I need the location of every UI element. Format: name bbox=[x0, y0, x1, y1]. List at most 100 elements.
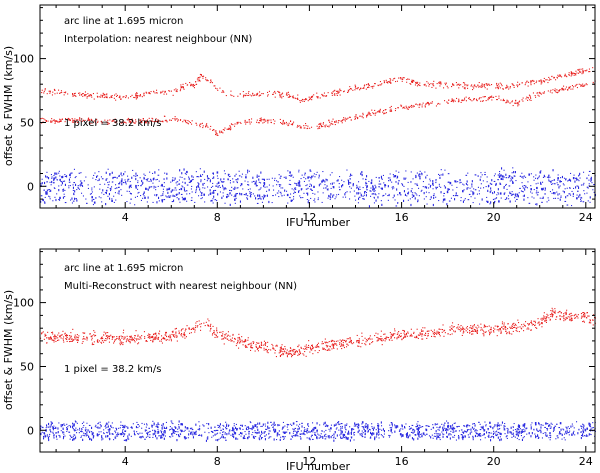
data-point bbox=[326, 125, 328, 127]
data-point bbox=[329, 198, 331, 200]
data-point bbox=[75, 336, 77, 338]
data-point bbox=[357, 430, 359, 434]
data-point bbox=[132, 169, 134, 171]
data-point bbox=[479, 85, 481, 87]
data-point bbox=[541, 197, 543, 199]
data-point bbox=[46, 191, 48, 193]
data-point bbox=[214, 430, 216, 432]
data-point bbox=[538, 321, 540, 323]
data-point bbox=[150, 91, 152, 93]
data-point bbox=[589, 320, 591, 322]
data-point bbox=[263, 340, 265, 342]
data-point bbox=[258, 175, 260, 177]
data-point bbox=[489, 203, 491, 205]
data-point bbox=[478, 82, 480, 84]
data-point bbox=[477, 84, 479, 86]
data-point bbox=[357, 340, 359, 342]
data-point bbox=[586, 317, 588, 319]
data-point bbox=[183, 88, 185, 90]
data-point bbox=[508, 185, 511, 187]
data-point bbox=[358, 338, 360, 340]
data-point bbox=[477, 324, 479, 326]
data-point bbox=[423, 434, 425, 436]
data-point bbox=[158, 121, 160, 123]
data-point bbox=[425, 196, 427, 198]
data-point bbox=[329, 174, 331, 176]
data-point bbox=[225, 188, 227, 190]
data-point bbox=[260, 117, 262, 119]
data-point bbox=[511, 327, 513, 329]
data-point bbox=[446, 203, 448, 206]
data-point bbox=[415, 193, 417, 195]
data-point bbox=[517, 81, 519, 83]
data-point bbox=[316, 344, 318, 346]
data-point bbox=[573, 187, 575, 189]
data-point bbox=[511, 101, 513, 103]
data-point bbox=[392, 333, 394, 335]
data-point bbox=[126, 119, 128, 121]
data-point bbox=[381, 338, 383, 340]
data-point bbox=[465, 96, 467, 98]
data-point bbox=[384, 186, 386, 188]
data-point bbox=[333, 344, 335, 346]
data-point bbox=[563, 317, 565, 319]
data-point bbox=[260, 341, 262, 343]
data-point bbox=[298, 190, 300, 192]
data-point bbox=[400, 428, 402, 430]
data-point bbox=[402, 107, 404, 109]
data-point bbox=[121, 175, 123, 177]
data-point bbox=[350, 173, 352, 176]
data-point bbox=[328, 194, 330, 198]
data-point bbox=[462, 183, 464, 185]
data-point bbox=[296, 126, 298, 128]
data-point bbox=[133, 175, 135, 177]
data-point bbox=[137, 188, 139, 190]
data-point bbox=[522, 187, 525, 189]
data-point bbox=[471, 427, 473, 429]
data-point bbox=[463, 425, 465, 427]
data-point bbox=[358, 345, 360, 347]
data-point bbox=[443, 424, 445, 427]
data-point bbox=[268, 178, 270, 180]
data-point bbox=[219, 432, 221, 434]
data-point bbox=[508, 198, 510, 200]
data-point bbox=[417, 104, 419, 106]
data-point bbox=[98, 340, 100, 342]
data-point bbox=[104, 425, 106, 427]
data-point bbox=[268, 437, 270, 439]
data-point bbox=[81, 182, 83, 184]
data-point bbox=[450, 328, 452, 330]
data-point bbox=[347, 344, 349, 346]
data-point bbox=[422, 181, 424, 183]
data-point bbox=[550, 422, 552, 424]
data-point bbox=[569, 318, 571, 320]
data-point bbox=[456, 327, 458, 329]
data-point bbox=[551, 316, 553, 318]
data-point bbox=[107, 119, 109, 121]
data-point bbox=[508, 88, 510, 90]
data-point bbox=[496, 84, 498, 86]
data-point bbox=[120, 421, 122, 423]
data-point bbox=[459, 179, 461, 182]
data-point bbox=[539, 91, 541, 93]
data-point bbox=[57, 121, 59, 123]
data-point bbox=[172, 423, 174, 425]
data-point bbox=[219, 131, 221, 133]
data-point bbox=[140, 122, 142, 124]
data-point bbox=[120, 341, 122, 343]
data-point bbox=[318, 177, 320, 179]
data-point bbox=[363, 194, 365, 196]
data-point bbox=[355, 199, 357, 201]
data-point bbox=[173, 335, 175, 337]
data-point bbox=[374, 438, 376, 441]
data-point bbox=[589, 319, 591, 321]
data-point bbox=[586, 312, 588, 314]
data-point bbox=[462, 86, 464, 88]
data-point bbox=[138, 95, 140, 97]
data-point bbox=[139, 177, 141, 179]
data-point bbox=[543, 317, 545, 319]
data-point bbox=[351, 428, 353, 431]
data-point bbox=[556, 191, 558, 193]
data-point bbox=[200, 74, 202, 76]
data-point bbox=[450, 426, 452, 429]
